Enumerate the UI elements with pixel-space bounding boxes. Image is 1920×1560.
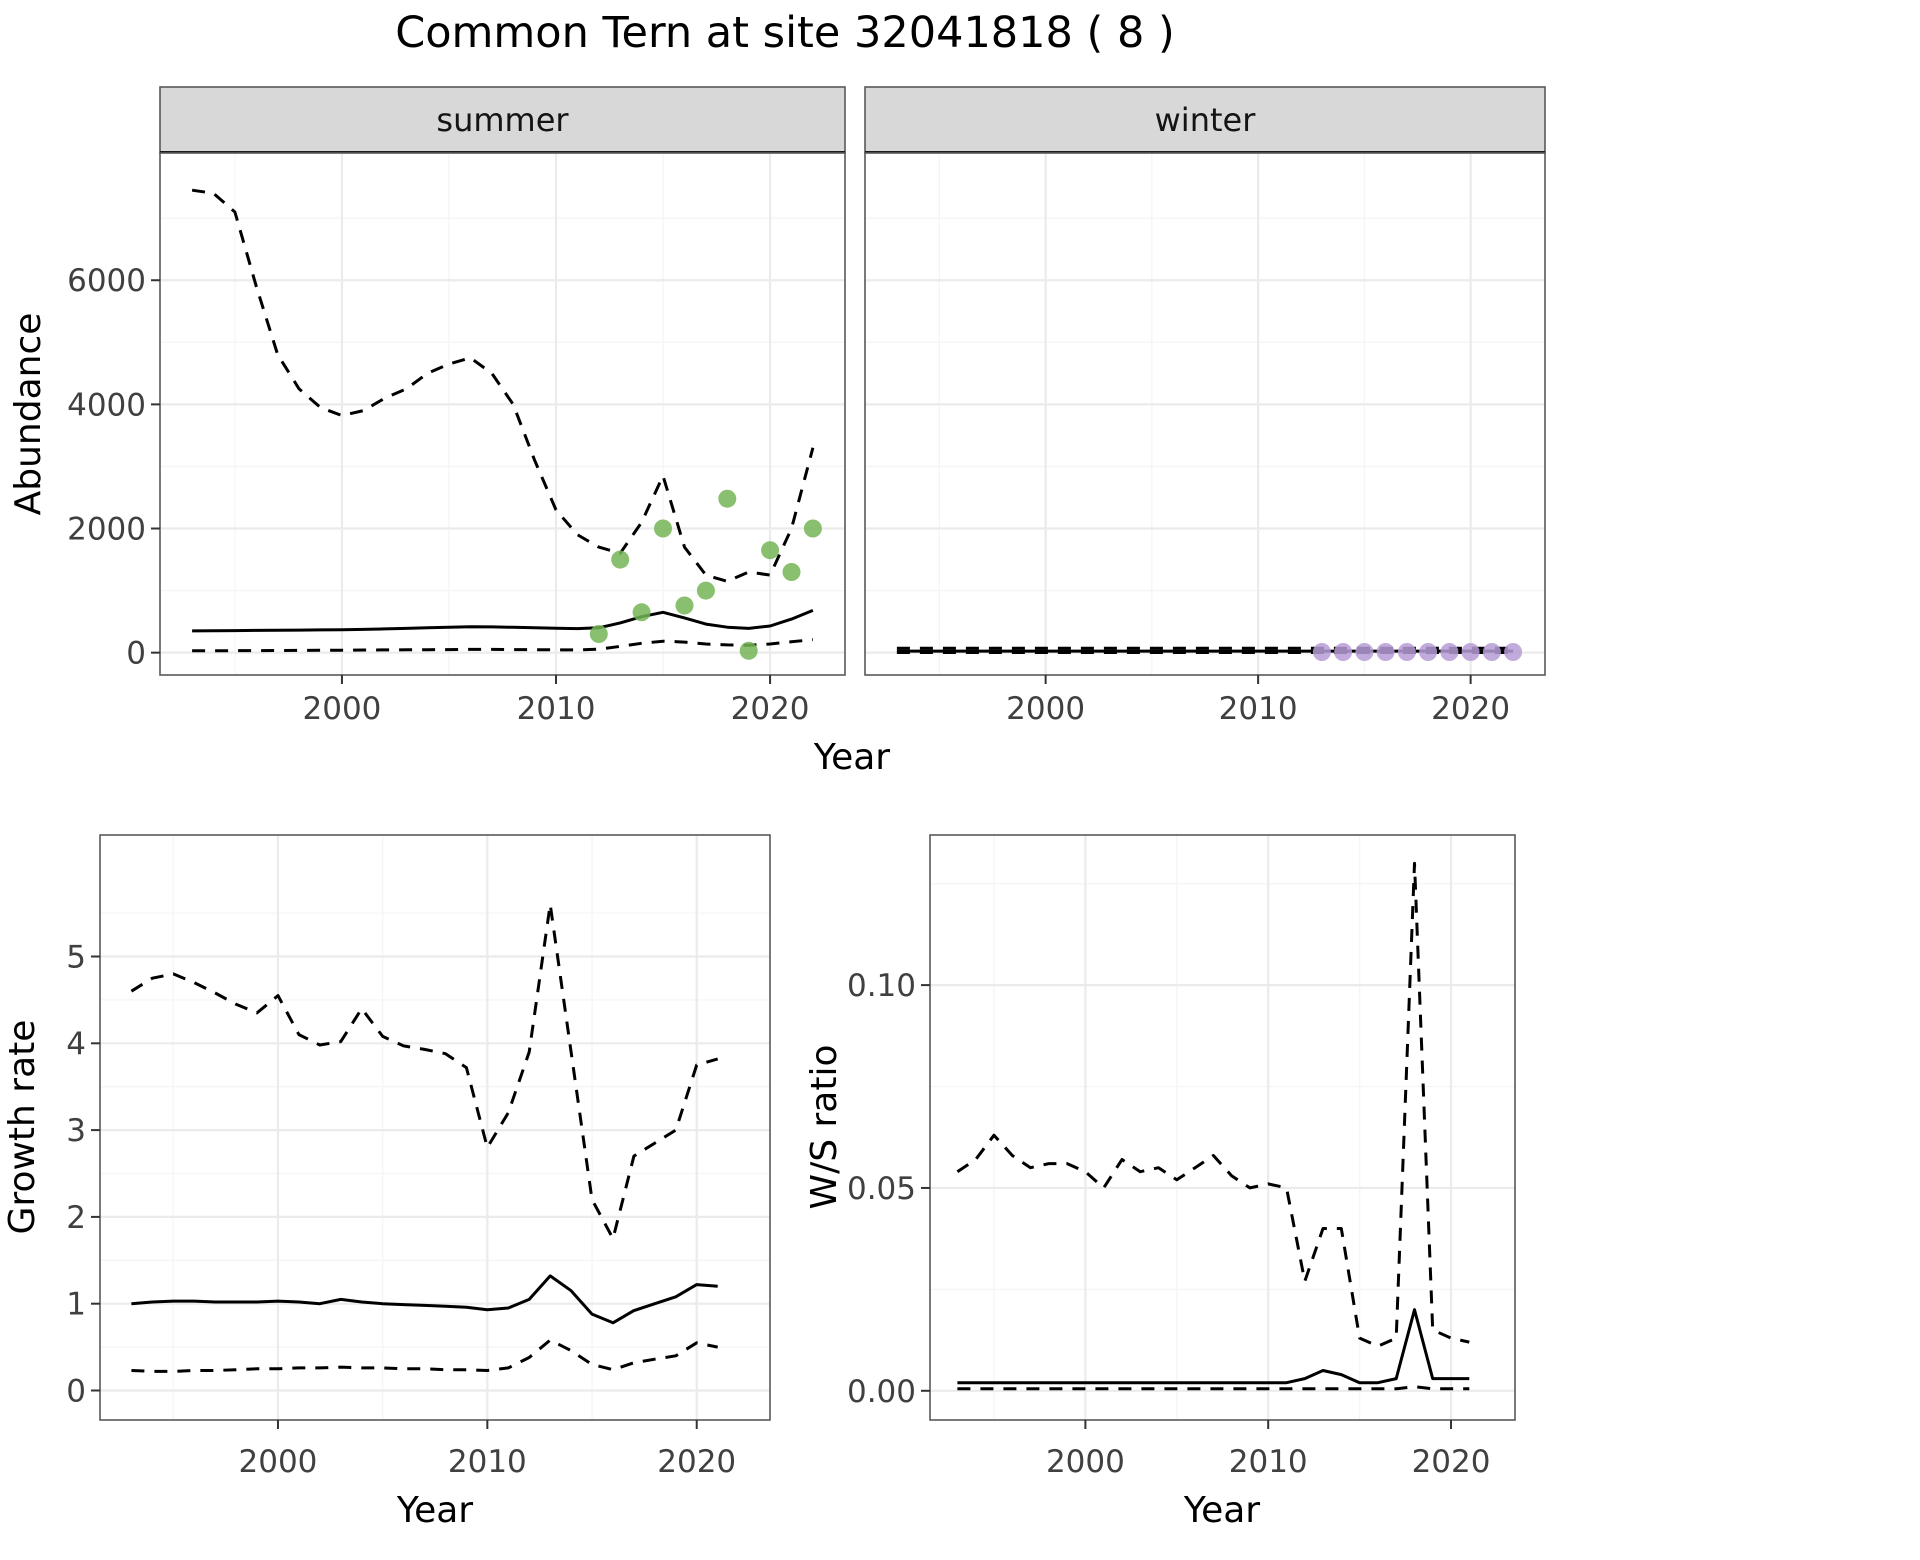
- observed-winter-point: [1419, 643, 1438, 661]
- observed-winter-point: [1440, 643, 1459, 661]
- observed-winter-point: [1355, 643, 1374, 661]
- observed-summer-point: [675, 596, 694, 615]
- series-median: [192, 609, 814, 633]
- x-tick-label: 2020: [731, 691, 810, 727]
- facet-strip-winter: [864, 86, 1546, 154]
- observed-summer-point: [782, 563, 801, 581]
- series-median: [131, 1274, 718, 1325]
- series-upper_ci: [191, 188, 815, 583]
- y-tick-label: 4: [66, 1026, 86, 1062]
- observed-summer-point: [718, 489, 737, 508]
- x-tick-label: 2000: [239, 1444, 318, 1480]
- x-tick-label: 2000: [1006, 691, 1085, 727]
- observed-winter-point: [1482, 643, 1501, 661]
- observed-winter-point: [1334, 643, 1353, 661]
- observed-summer-point: [696, 581, 715, 600]
- growth-rate-and-ws-ratio-charts: 2000 2010 2020 0 1 2 3 4 5 Year Growth rate 2000 201…: [2, 834, 1516, 1531]
- observed-winter-point: [1397, 643, 1416, 661]
- y-tick-label: 3: [66, 1113, 86, 1149]
- observed-summer-point: [611, 550, 630, 569]
- observed-summer-point: [739, 641, 758, 660]
- y-tick-label: 2: [66, 1200, 86, 1236]
- observed-winter-point: [1504, 643, 1523, 661]
- panel-background: [865, 153, 1545, 675]
- y-tick-label: 5: [66, 940, 86, 976]
- y-tick-label: 0.05: [847, 1171, 916, 1207]
- series-upper_ci: [130, 902, 719, 1241]
- y-axis-title: W/S ratio: [804, 1044, 845, 1209]
- panel-border: [864, 152, 1546, 676]
- x-tick-label: 2020: [1431, 691, 1510, 727]
- series-median: [957, 1308, 1470, 1385]
- observed-winter-point: [1376, 643, 1395, 661]
- observed-summer-point: [632, 603, 651, 622]
- y-tick-label: 1: [66, 1287, 86, 1323]
- series-lower_ci: [957, 1385, 1470, 1391]
- observed-winter-point: [1461, 643, 1480, 661]
- page-title: Common Tern at site 32041818 ( 8 ): [395, 8, 1175, 58]
- y-tick-label: 4000: [67, 387, 146, 423]
- panel-border: [159, 152, 846, 676]
- y-axis-title: Growth rate: [2, 1020, 43, 1235]
- series-lower_ci: [131, 1338, 719, 1373]
- observed-summer-point: [589, 625, 608, 643]
- y-tick-label: 2000: [67, 512, 146, 548]
- facet-strip-label: winter: [1155, 101, 1257, 139]
- panel-border: [929, 834, 1516, 1421]
- y-tick-label: 0.10: [847, 968, 916, 1004]
- x-tick-label: 2020: [657, 1444, 736, 1480]
- y-tick-label: 0.00: [847, 1374, 916, 1410]
- x-tick-label: 2000: [303, 691, 382, 727]
- x-tick-label: 2020: [1412, 1444, 1491, 1480]
- panel-background: [100, 835, 770, 1420]
- x-tick-label: 2000: [1046, 1444, 1125, 1480]
- x-tick-label: 2010: [448, 1444, 527, 1480]
- panel-background: [930, 835, 1515, 1420]
- y-tick-label: 6000: [67, 263, 146, 299]
- series-upper_ci: [956, 861, 1470, 1348]
- panel-border: [99, 834, 771, 1421]
- observed-summer-point: [761, 541, 780, 560]
- y-axis-title: Abundance: [8, 313, 49, 516]
- facet-strip-summer: [159, 86, 846, 154]
- facet-strip-label: summer: [436, 101, 569, 139]
- y-tick-label: 0: [126, 636, 146, 672]
- x-axis-title: Year: [813, 737, 890, 778]
- x-axis-title: Year: [396, 1490, 473, 1531]
- y-tick-label: 0: [66, 1373, 86, 1409]
- abundance-faceted-chart: summer 2000 2010 2020 0 2000 4000 6000 winter 200…: [8, 86, 1546, 778]
- x-tick-label: 2010: [517, 691, 596, 727]
- observed-winter-point: [1312, 643, 1331, 661]
- x-tick-label: 2010: [1219, 691, 1298, 727]
- series-lower_ci: [192, 638, 814, 653]
- observed-summer-point: [654, 519, 672, 538]
- x-axis-title: Year: [1183, 1490, 1260, 1531]
- observed-summer-point: [803, 519, 822, 538]
- x-tick-label: 2010: [1229, 1444, 1308, 1480]
- panel-background: [160, 153, 845, 675]
